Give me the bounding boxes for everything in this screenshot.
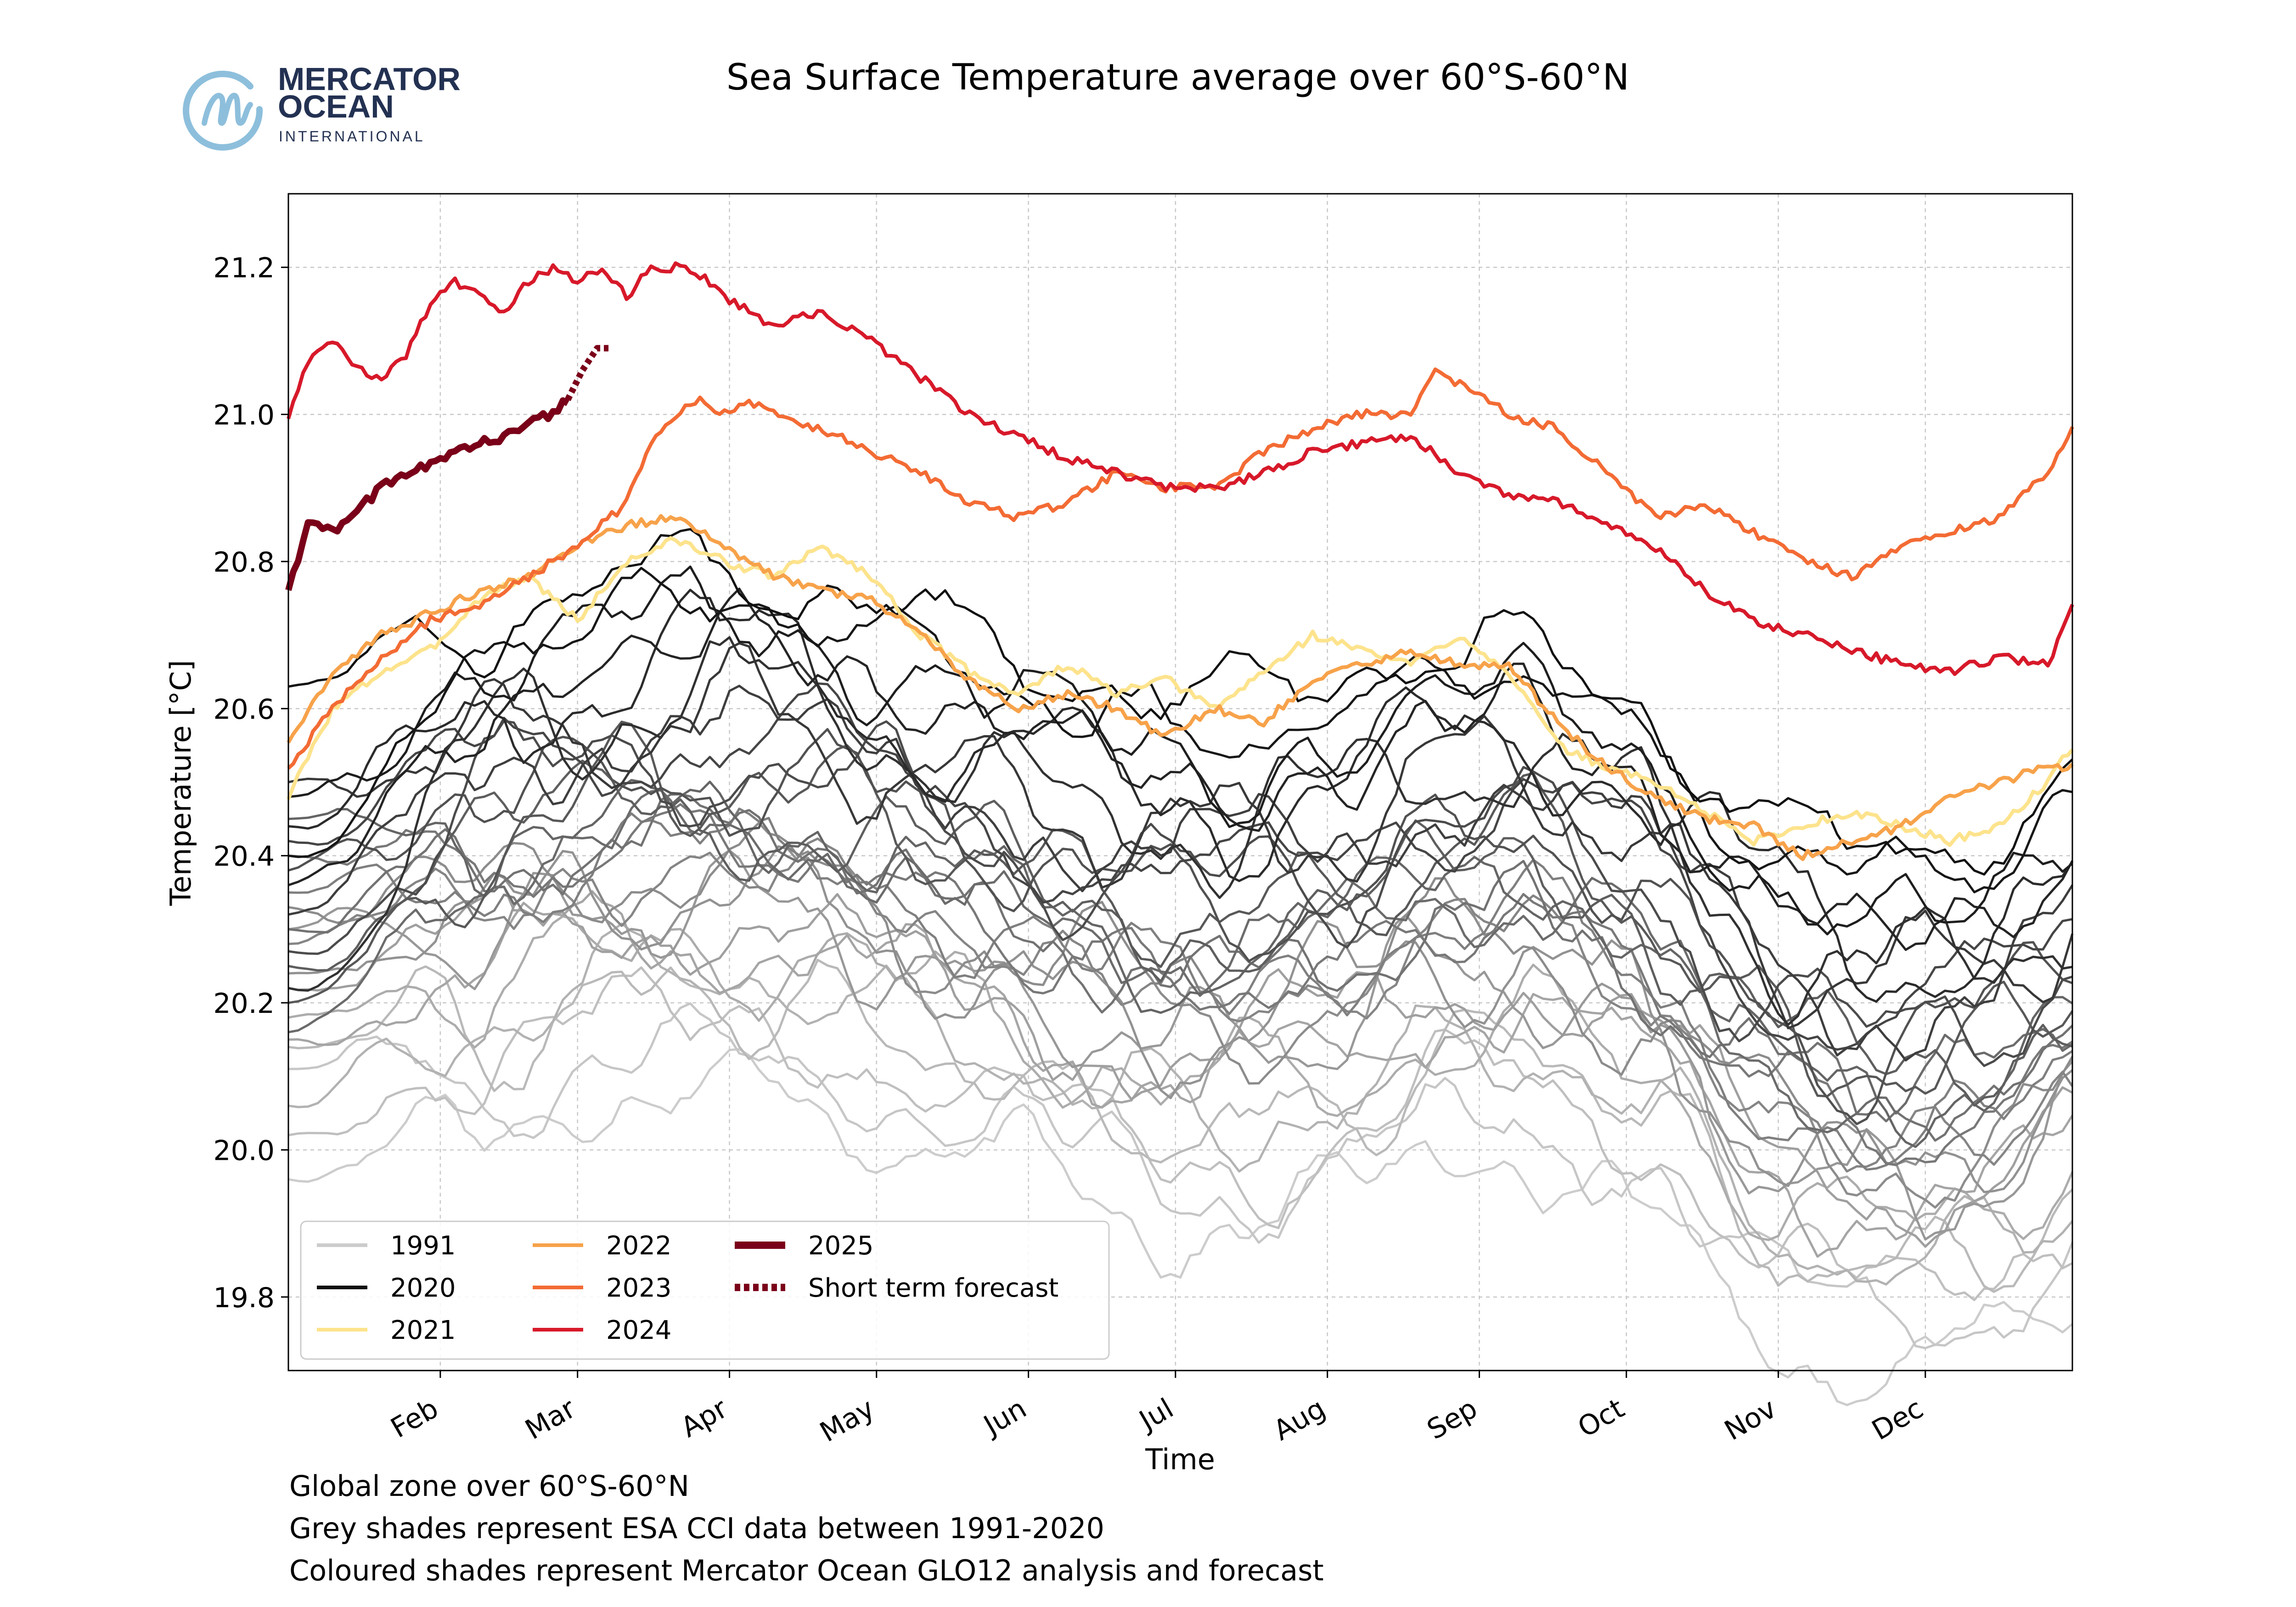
grey-year-line bbox=[288, 789, 2073, 1134]
x-tick-label: Feb bbox=[385, 1392, 444, 1444]
y-axis: 19.8 20.0 20.2 20.4 20.6 20.8 21.0 21.2 bbox=[213, 252, 288, 1314]
grey-year-line bbox=[288, 845, 2073, 1193]
grey-year-line bbox=[288, 528, 2073, 876]
grey-year-line bbox=[288, 966, 2073, 1301]
y-tick-label: 19.8 bbox=[213, 1282, 275, 1314]
x-tick-label: Jul bbox=[1132, 1392, 1179, 1438]
legend-box bbox=[300, 1220, 1110, 1360]
series-line-2023 bbox=[287, 367, 2074, 770]
x-axis: Feb Mar Apr May Jun Jul Aug Sep Oct Nov Dec bbox=[385, 1371, 1929, 1449]
series-line-2024 bbox=[287, 261, 2074, 676]
x-tick-label: Mar bbox=[520, 1392, 581, 1446]
x-tick-label: Nov bbox=[1719, 1392, 1782, 1447]
grey-year-line bbox=[288, 849, 2073, 1241]
grey-year-line bbox=[288, 890, 2074, 1258]
grey-year-line bbox=[288, 682, 2073, 1051]
legend-label: 2024 bbox=[606, 1315, 672, 1345]
grey-year-line bbox=[288, 587, 2074, 951]
x-tick-label: Jun bbox=[977, 1392, 1032, 1442]
x-tick-label: Sep bbox=[1422, 1392, 1483, 1446]
x-axis-label: Time bbox=[1145, 1443, 1215, 1476]
legend-label: 1991 bbox=[390, 1231, 456, 1261]
y-tick-label: 21.0 bbox=[213, 399, 275, 432]
grey-year-line bbox=[288, 642, 2074, 1029]
series-line-2022 bbox=[287, 514, 2074, 861]
x-tick-label: Dec bbox=[1867, 1392, 1929, 1447]
x-tick-label: Oct bbox=[1572, 1392, 1630, 1444]
y-tick-label: 20.0 bbox=[213, 1135, 275, 1167]
chart-title: Sea Surface Temperature average over 60°… bbox=[726, 57, 1629, 98]
y-axis-label: Temperature [°C] bbox=[164, 660, 197, 906]
grey-year-line bbox=[288, 728, 2073, 1125]
grey-year-lines bbox=[288, 528, 2074, 1406]
footnote-colored: Coloured shades represent Mercator Ocean… bbox=[289, 1554, 1324, 1587]
grey-year-line bbox=[288, 636, 2073, 1026]
legend-label: 2021 bbox=[390, 1315, 456, 1345]
logo-line-3: INTERNATIONAL bbox=[279, 128, 425, 145]
grey-year-line bbox=[288, 685, 2074, 1062]
footnote-zone: Global zone over 60°S-60°N bbox=[289, 1469, 689, 1503]
grey-year-line bbox=[288, 779, 2073, 1148]
series-line-2021 bbox=[287, 536, 2074, 847]
grey-year-line bbox=[288, 885, 2073, 1248]
grey-year-line bbox=[288, 565, 2073, 936]
legend-label: 2023 bbox=[606, 1273, 672, 1303]
series-line-2025 bbox=[285, 397, 569, 591]
grey-year-line bbox=[288, 837, 2074, 1173]
grey-year-line bbox=[288, 922, 2073, 1286]
grey-year-line bbox=[288, 807, 2073, 1171]
x-tick-label: May bbox=[815, 1392, 880, 1449]
legend-label: Short term forecast bbox=[808, 1273, 1058, 1303]
y-tick-label: 20.4 bbox=[213, 841, 275, 873]
legend-label: 2025 bbox=[808, 1231, 874, 1261]
colored-year-lines bbox=[285, 261, 2074, 861]
grey-year-line bbox=[288, 959, 2073, 1293]
y-tick-label: 21.2 bbox=[213, 252, 275, 284]
y-tick-label: 20.2 bbox=[213, 988, 275, 1020]
plot-frame bbox=[287, 193, 2073, 1371]
grey-year-line bbox=[288, 1002, 2074, 1349]
x-tick-label: Apr bbox=[675, 1392, 733, 1444]
grid bbox=[288, 194, 2072, 1371]
legend-label: 2020 bbox=[390, 1273, 456, 1303]
mercator-m-circle-icon bbox=[183, 70, 263, 151]
footnote-grey: Grey shades represent ESA CCI data betwe… bbox=[289, 1511, 1104, 1545]
grey-year-line bbox=[288, 803, 2073, 1166]
y-tick-label: 20.8 bbox=[213, 546, 275, 579]
x-tick-label: Aug bbox=[1268, 1392, 1331, 1447]
legend-label: 2022 bbox=[606, 1231, 672, 1261]
y-tick-label: 20.6 bbox=[213, 693, 275, 725]
logo-line-1: MERCATOR bbox=[278, 61, 461, 97]
grey-year-line bbox=[288, 567, 2073, 893]
series-line-short-term-forecast bbox=[565, 345, 612, 401]
mercator-logo: MERCATOR OCEAN INTERNATIONAL bbox=[183, 61, 461, 151]
legend: 1991 2020 2021 2022 2023 2024 2025 Short term f… bbox=[300, 1220, 1110, 1360]
logo-line-2: OCEAN bbox=[278, 89, 394, 124]
grey-year-line bbox=[288, 589, 2074, 1003]
grey-year-line bbox=[288, 793, 2073, 1142]
grey-year-line bbox=[288, 720, 2074, 1098]
